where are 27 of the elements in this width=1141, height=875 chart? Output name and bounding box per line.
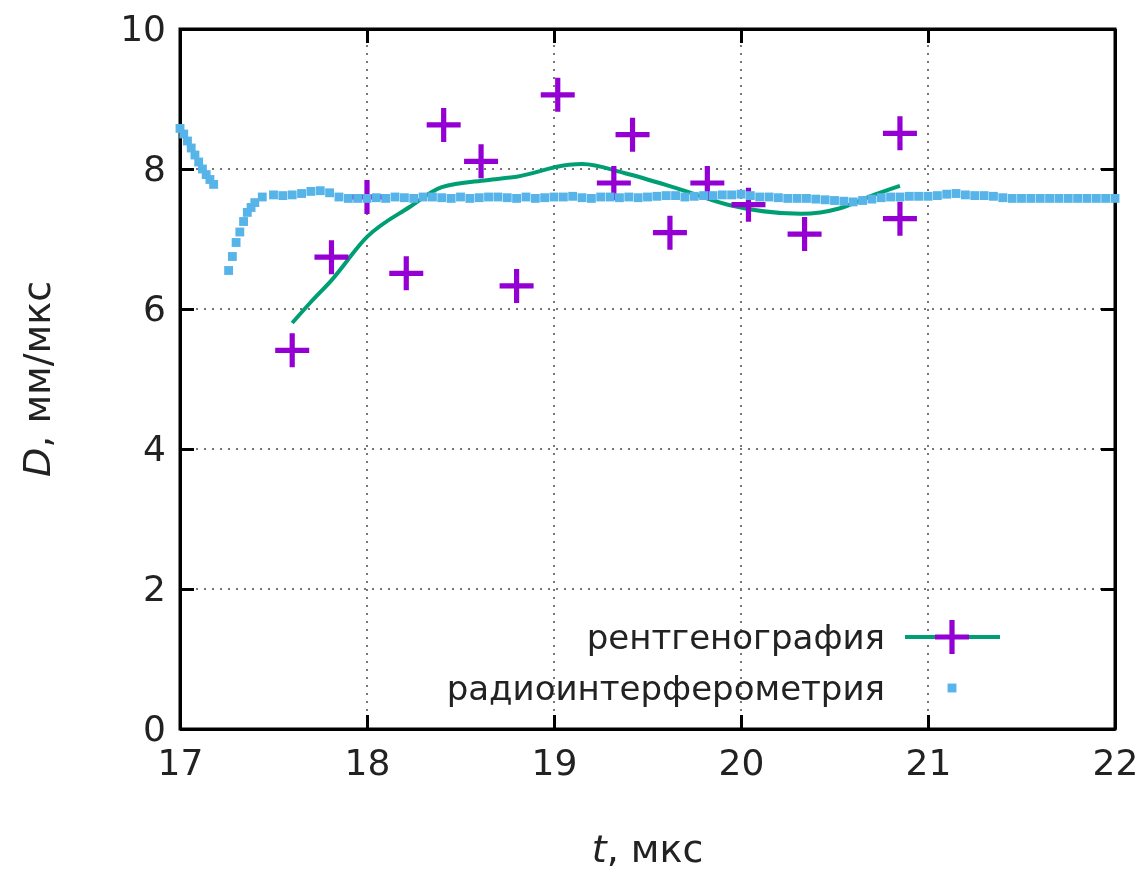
point [882, 116, 917, 151]
point [652, 215, 687, 250]
point [426, 107, 461, 142]
y-axis-title: D, мм/мкс [15, 280, 59, 478]
point [882, 201, 917, 236]
y-tick-label: 2 [143, 568, 166, 610]
point [275, 333, 310, 368]
legend-label: радиоинтерферометрия [446, 667, 885, 708]
point [499, 268, 534, 303]
y-tick-label: 4 [143, 428, 166, 470]
point [540, 77, 575, 112]
x-tick-label: 19 [531, 741, 578, 783]
point [464, 144, 499, 179]
line-series [290, 162, 902, 325]
point [787, 217, 822, 252]
x-axis-title: t, мкс [591, 827, 704, 871]
y-tick-label: 8 [143, 148, 166, 190]
point [314, 240, 349, 275]
y-tick-label: 10 [120, 8, 166, 50]
x-tick-label: 21 [905, 741, 952, 783]
point [389, 256, 424, 291]
x-tick-label: 20 [718, 741, 765, 783]
y-tick-label: 6 [143, 288, 166, 330]
point [615, 117, 650, 152]
x-tick-label: 22 [1092, 741, 1139, 783]
x-tick-label: 18 [344, 741, 391, 783]
legend-label: рентгенография [586, 616, 885, 657]
